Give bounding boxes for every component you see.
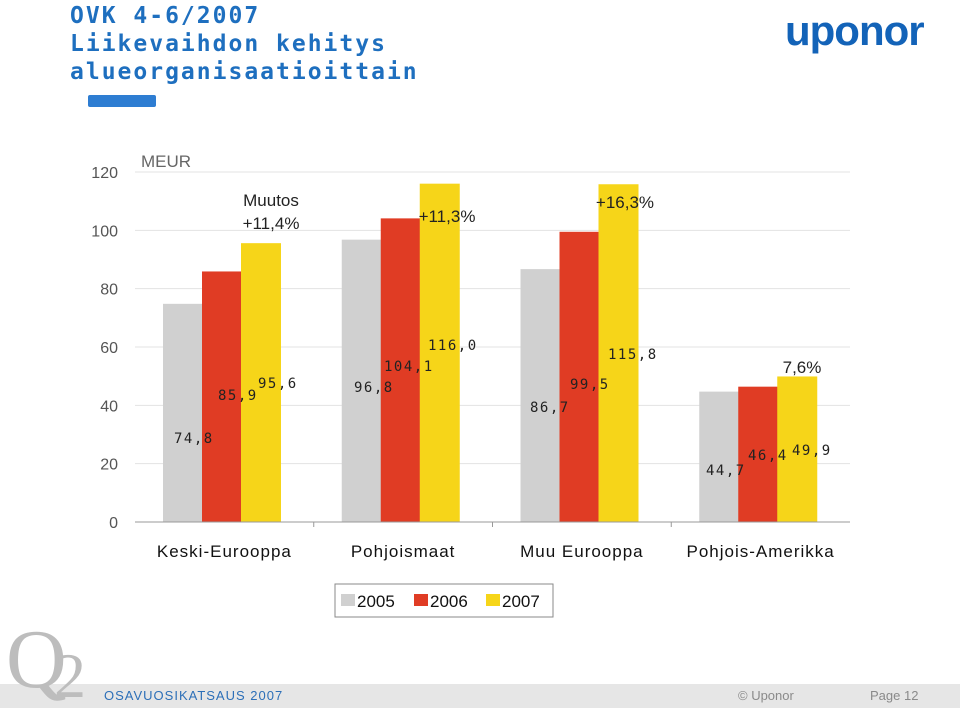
- legend-swatch-2005: [341, 594, 355, 606]
- legend-label-2006: 2006: [430, 592, 468, 611]
- bar-2007-0: [241, 243, 281, 522]
- x-tick-label: Pohjoismaat: [351, 542, 456, 561]
- y-axis-label: MEUR: [141, 152, 191, 171]
- legend: 2005 2006 2007: [334, 583, 554, 618]
- change-annotation: Muutos: [243, 191, 299, 210]
- uponor-logo: uponor: [785, 7, 925, 54]
- data-label: 115,8: [608, 347, 658, 363]
- y-tick-label: 100: [91, 223, 118, 240]
- q2-logo-q: Q: [6, 613, 67, 706]
- bars: [163, 183, 818, 522]
- data-label: 85,9: [218, 388, 258, 404]
- slide-title: OVK 4-6/2007 Liikevaihdon kehitys alueor…: [70, 2, 419, 86]
- data-label: 99,5: [570, 377, 610, 393]
- y-tick-label: 0: [109, 515, 118, 532]
- title-line-2: Liikevaihdon kehitys: [70, 31, 387, 57]
- legend-label-2007: 2007: [502, 592, 540, 611]
- data-label: 95,6: [258, 376, 298, 392]
- bar-2005-1: [341, 239, 382, 522]
- footer-copyright: © Uponor: [738, 688, 794, 703]
- title-line-1: OVK 4-6/2007: [70, 3, 261, 29]
- x-tick-label: Keski-Eurooppa: [157, 542, 292, 561]
- change-annotation: +11,4%: [243, 214, 300, 233]
- y-tick-label: 40: [100, 398, 118, 415]
- y-tick-label: 60: [100, 340, 118, 357]
- legend-label-2005: 2005: [357, 592, 395, 611]
- bar-2007-2: [598, 184, 639, 522]
- change-annotation: +16,3%: [596, 193, 654, 212]
- bar-2007-3: [777, 376, 818, 522]
- data-label: 116,0: [428, 338, 478, 354]
- data-label: 104,1: [384, 359, 434, 375]
- title-accent-bar: [88, 95, 156, 107]
- change-annotation: +11,3%: [419, 207, 476, 226]
- y-tick-label: 20: [100, 457, 118, 474]
- bar-2006-1: [380, 218, 421, 522]
- footer-report-title: OSAVUOSIKATSAUS 2007: [104, 688, 284, 703]
- footer-band: [0, 684, 960, 708]
- title-line-3: alueorganisaatioittain: [70, 59, 419, 85]
- data-label: 96,8: [354, 380, 394, 396]
- bar-2007-1: [419, 183, 460, 522]
- axes: 0 20 40 60 80 100 120 MEUR Keski-Eurooppa Pohjois…: [91, 152, 850, 561]
- bar-2006-0: [202, 271, 242, 522]
- bar-2005-0: [163, 303, 203, 522]
- legend-swatch-2006: [414, 594, 428, 606]
- q2-logo-2: 2: [54, 640, 86, 711]
- bar-2005-3: [699, 391, 740, 522]
- data-label: 49,9: [792, 443, 832, 459]
- data-label: 74,8: [174, 431, 214, 447]
- legend-box: [334, 583, 554, 618]
- legend-swatch-2007: [486, 594, 500, 606]
- data-label: 44,7: [706, 463, 746, 479]
- y-tick-label: 80: [100, 282, 118, 299]
- footer-page-number: Page 12: [870, 688, 919, 703]
- x-tick-label: Muu Eurooppa: [520, 542, 644, 561]
- bar-2005-2: [520, 269, 561, 522]
- x-tick-label: Pohjois-Amerikka: [686, 542, 834, 561]
- bar-2006-3: [738, 386, 779, 522]
- bar-2006-2: [559, 231, 600, 522]
- data-labels: 74,8 85,995,6 96,8 104,1 116,0 86,799,5 115,8 4…: [174, 191, 832, 479]
- data-label: 46,4: [748, 448, 788, 464]
- y-tick-label: 120: [91, 165, 118, 182]
- change-annotation: 7,6%: [783, 358, 822, 377]
- data-label: 86,7: [530, 400, 570, 416]
